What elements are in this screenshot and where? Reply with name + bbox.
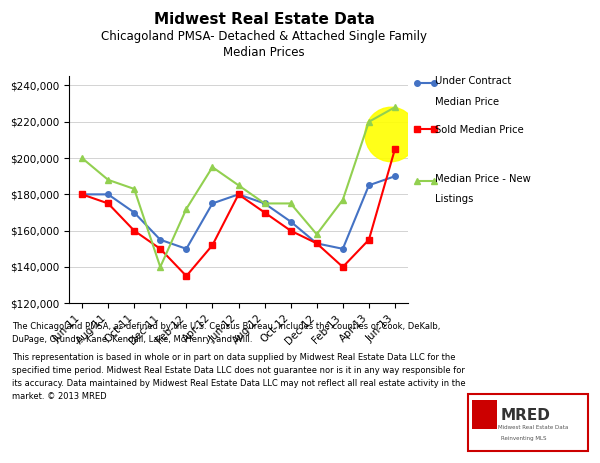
- Ellipse shape: [365, 107, 417, 162]
- Sold Median Price: [104, 200, 112, 206]
- Median Price - New
Listings: [313, 232, 320, 237]
- Median Price - New
Listings: [209, 164, 216, 170]
- Sold Median Price: [339, 264, 346, 270]
- Median Price - New
Listings: [104, 177, 112, 182]
- Text: DuPage, Grundy, Kane, Kendall, Lake, McHenry, and Will.: DuPage, Grundy, Kane, Kendall, Lake, McH…: [12, 335, 253, 344]
- Under Contract
Median Price: [391, 174, 398, 179]
- Under Contract
Median Price: [209, 200, 216, 206]
- Text: Sold Median Price: Sold Median Price: [435, 125, 524, 135]
- Text: Reinventing MLS: Reinventing MLS: [501, 436, 547, 441]
- Line: Sold Median Price: Sold Median Price: [79, 146, 398, 279]
- Median Price - New
Listings: [131, 186, 138, 192]
- Text: market. © 2013 MRED: market. © 2013 MRED: [12, 392, 107, 401]
- Text: specified time period. Midwest Real Estate Data LLC does not guarantee nor is it: specified time period. Midwest Real Esta…: [12, 366, 465, 375]
- Under Contract
Median Price: [287, 219, 294, 225]
- Under Contract
Median Price: [261, 200, 268, 206]
- Sold Median Price: [183, 273, 190, 279]
- Sold Median Price: [313, 241, 320, 246]
- Sold Median Price: [79, 192, 86, 197]
- Sold Median Price: [131, 228, 138, 233]
- Sold Median Price: [209, 243, 216, 248]
- Text: The Chicagoland PMSA, as defined by the U.S. Census Bureau, includes the countie: The Chicagoland PMSA, as defined by the …: [12, 322, 440, 331]
- Sold Median Price: [261, 210, 268, 215]
- Median Price - New
Listings: [261, 200, 268, 206]
- Text: Midwest Real Estate Data: Midwest Real Estate Data: [154, 12, 374, 26]
- Median Price - New
Listings: [287, 200, 294, 206]
- Median Price - New
Listings: [365, 119, 373, 125]
- Median Price - New
Listings: [339, 197, 346, 203]
- Sold Median Price: [365, 237, 373, 243]
- Text: Median Price: Median Price: [435, 97, 499, 107]
- Under Contract
Median Price: [131, 210, 138, 215]
- Under Contract
Median Price: [183, 246, 190, 251]
- Sold Median Price: [287, 228, 294, 233]
- Text: Listings: Listings: [435, 194, 473, 205]
- Median Price - New
Listings: [183, 206, 190, 212]
- Under Contract
Median Price: [339, 246, 346, 251]
- Text: MRED: MRED: [500, 408, 550, 423]
- Under Contract
Median Price: [235, 192, 242, 197]
- Text: Under Contract: Under Contract: [435, 76, 511, 87]
- Text: Chicagoland PMSA- Detached & Attached Single Family: Chicagoland PMSA- Detached & Attached Si…: [101, 30, 427, 43]
- Text: Median Prices: Median Prices: [223, 46, 305, 59]
- Median Price - New
Listings: [79, 155, 86, 161]
- Line: Under Contract
Median Price: Under Contract Median Price: [79, 174, 398, 251]
- Text: Midwest Real Estate Data: Midwest Real Estate Data: [498, 425, 568, 430]
- Text: This representation is based in whole or in part on data supplied by Midwest Rea: This representation is based in whole or…: [12, 353, 455, 362]
- Median Price - New
Listings: [235, 182, 242, 188]
- Median Price - New
Listings: [391, 105, 398, 110]
- Under Contract
Median Price: [104, 192, 112, 197]
- Sold Median Price: [157, 246, 164, 251]
- Under Contract
Median Price: [157, 237, 164, 243]
- Under Contract
Median Price: [79, 192, 86, 197]
- Sold Median Price: [235, 192, 242, 197]
- Sold Median Price: [391, 146, 398, 152]
- Under Contract
Median Price: [365, 182, 373, 188]
- Text: Median Price - New: Median Price - New: [435, 174, 531, 184]
- Median Price - New
Listings: [157, 264, 164, 270]
- Line: Median Price - New
Listings: Median Price - New Listings: [79, 104, 398, 270]
- Text: its accuracy. Data maintained by Midwest Real Estate Data LLC may not reflect al: its accuracy. Data maintained by Midwest…: [12, 379, 466, 388]
- Under Contract
Median Price: [313, 241, 320, 246]
